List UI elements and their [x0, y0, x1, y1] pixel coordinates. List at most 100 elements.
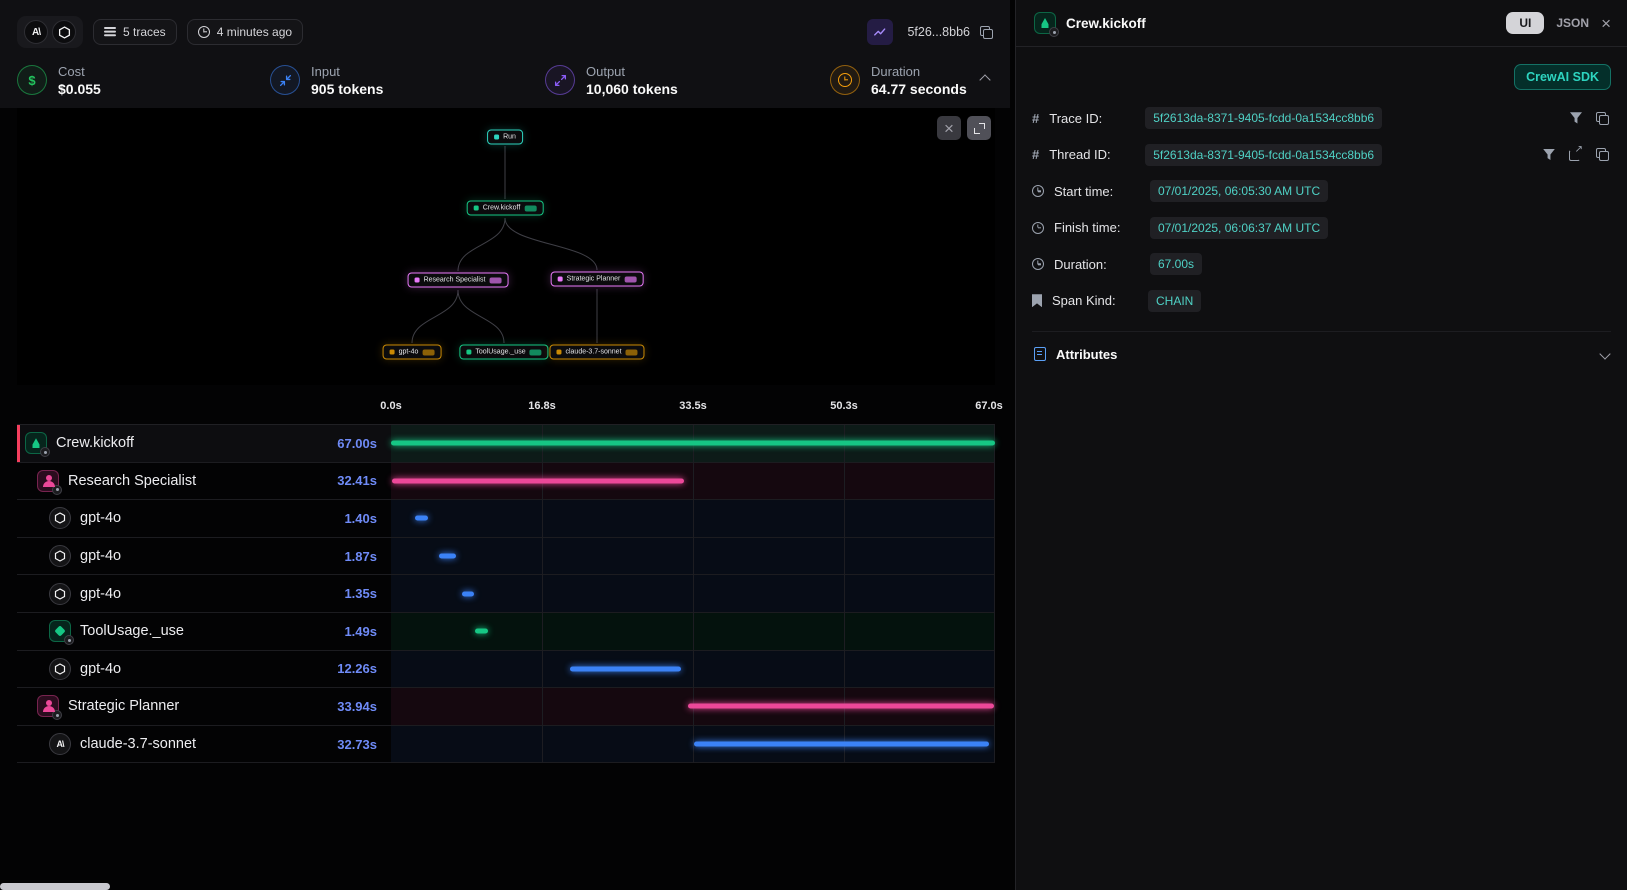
field-value: 07/01/2025, 06:06:37 AM UTC: [1150, 217, 1328, 239]
timeline-bar: [415, 516, 428, 521]
timeline-bar: [462, 591, 474, 596]
timeline-row-strategic-planner[interactable]: Strategic Planner 33.94s: [17, 688, 995, 726]
span-detail-sidebar: Crew.kickoff UI JSON × CrewAI SDK # Trac…: [1015, 0, 1627, 890]
graph-edges: [17, 108, 995, 385]
field-duration: Duration: 67.00s: [1032, 246, 1611, 283]
field-label: Start time:: [1054, 184, 1140, 199]
span-name: ToolUsage._use: [80, 623, 184, 639]
expand-graph-button[interactable]: [967, 116, 991, 140]
arrows-out-icon: [545, 65, 575, 95]
timeline-row-gpt-4o[interactable]: gpt-4o 12.26s: [17, 651, 995, 689]
hash-icon: #: [1032, 148, 1039, 161]
close-graph-button[interactable]: ×: [937, 116, 961, 140]
timeline-row-research-specialist[interactable]: Research Specialist 32.41s: [17, 463, 995, 501]
node-duration-chip: [489, 277, 501, 283]
field-label: Span Kind:: [1052, 293, 1138, 308]
field-value: CHAIN: [1148, 290, 1201, 312]
copy-icon[interactable]: [980, 26, 993, 39]
chevron-down-icon[interactable]: [1601, 345, 1609, 363]
node-status-dot: [390, 350, 395, 355]
anthropic-logo-icon: A\: [49, 733, 71, 755]
icon-sub-badge: [64, 635, 74, 645]
horizontal-scrollbar[interactable]: [0, 883, 110, 890]
time-ago-badge[interactable]: 4 minutes ago: [187, 19, 303, 45]
field-label: Finish time:: [1054, 220, 1140, 235]
stat-output: Output 10,060 tokens: [545, 64, 830, 97]
trace-graph-button[interactable]: [867, 19, 893, 45]
graph-node-crew-kickoff[interactable]: Crew.kickoff: [467, 201, 544, 216]
timeline-row-crew-kickoff[interactable]: Crew.kickoff 67.00s: [17, 425, 995, 463]
copy-icon[interactable]: [1596, 148, 1609, 161]
traces-count-badge[interactable]: 5 traces: [93, 19, 177, 45]
stat-label: Cost: [58, 64, 101, 79]
hash-icon: #: [1032, 112, 1039, 125]
timeline-row-label: A\ claude-3.7-sonnet 32.73s: [17, 726, 391, 763]
document-icon: [1034, 347, 1046, 361]
sidebar-header: Crew.kickoff UI JSON ×: [1016, 0, 1627, 46]
node-duration-chip: [624, 276, 636, 282]
span-duration: 32.41s: [337, 473, 391, 488]
filter-icon[interactable]: [1543, 149, 1555, 161]
node-label: Run: [503, 134, 516, 141]
stat-label: Duration: [871, 64, 967, 79]
timeline-bar: [688, 704, 994, 709]
graph-node-run[interactable]: Run: [487, 130, 523, 145]
openai-logo-icon: [52, 20, 76, 44]
node-status-dot: [466, 350, 471, 355]
field-thread-id: # Thread ID: 5f2613da-8371-9405-fcdd-0a1…: [1032, 137, 1611, 174]
trace-header: A\ 5 traces 4 minutes ago 5f26..: [17, 13, 993, 51]
graph-node-gpt-4o[interactable]: gpt-4o: [383, 345, 442, 360]
external-link-icon[interactable]: [1569, 148, 1582, 161]
timeline-row-label: Research Specialist 32.41s: [17, 463, 391, 500]
graph-node-strategic-planner[interactable]: Strategic Planner: [551, 272, 644, 287]
graph-node-research-specialist[interactable]: Research Specialist: [408, 273, 509, 288]
dollar-icon: $: [17, 65, 47, 95]
stat-duration: Duration 64.77 seconds: [830, 64, 967, 97]
tab-ui[interactable]: UI: [1506, 12, 1544, 34]
span-name: Strategic Planner: [68, 698, 179, 714]
timeline-row-claude[interactable]: A\ claude-3.7-sonnet 32.73s: [17, 726, 995, 764]
field-value: 67.00s: [1150, 253, 1202, 275]
node-status-dot: [415, 278, 420, 283]
grid-line: [693, 425, 694, 763]
attributes-section-toggle[interactable]: Attributes: [1032, 331, 1611, 376]
axis-tick: 16.8s: [528, 400, 556, 412]
sdk-badge: CrewAI SDK: [1514, 64, 1611, 90]
node-label: Crew.kickoff: [483, 205, 521, 212]
timeline-row-gpt-4o[interactable]: gpt-4o 1.40s: [17, 500, 995, 538]
divider: [1016, 46, 1627, 47]
copy-icon[interactable]: [1596, 112, 1609, 125]
field-span-kind: Span Kind: CHAIN: [1032, 283, 1611, 320]
timeline-row-toolusage[interactable]: ToolUsage._use 1.49s: [17, 613, 995, 651]
close-sidebar-icon[interactable]: ×: [1601, 15, 1611, 32]
node-status-dot: [556, 350, 561, 355]
icon-sub-badge: [40, 447, 50, 457]
grid-line: [542, 425, 543, 763]
node-label: Strategic Planner: [567, 276, 621, 283]
openai-logo-icon: [49, 545, 71, 567]
collapse-summary-button[interactable]: [977, 67, 993, 93]
node-duration-chip: [530, 349, 542, 355]
timeline-row-gpt-4o[interactable]: gpt-4o 1.87s: [17, 538, 995, 576]
axis-tick: 67.0s: [975, 400, 1003, 412]
filter-icon[interactable]: [1570, 112, 1582, 124]
openai-logo-icon: [49, 658, 71, 680]
stat-value: 905 tokens: [311, 81, 383, 97]
graph-node-claude[interactable]: claude-3.7-sonnet: [549, 345, 644, 360]
span-duration: 67.00s: [337, 436, 391, 451]
clock-icon: [1032, 185, 1044, 197]
grid-line: [994, 425, 995, 763]
span-name: gpt-4o: [80, 661, 121, 677]
timeline-row-gpt-4o[interactable]: gpt-4o 1.35s: [17, 575, 995, 613]
stat-input: Input 905 tokens: [270, 64, 545, 97]
tab-json[interactable]: JSON: [1556, 16, 1589, 30]
stat-label: Output: [586, 64, 678, 79]
timeline-bar: [439, 554, 456, 559]
field-label: Duration:: [1054, 257, 1140, 272]
axis-tick: 33.5s: [679, 400, 707, 412]
graph-node-toolusage[interactable]: ToolUsage._use: [459, 345, 548, 360]
stat-label: Input: [311, 64, 383, 79]
span-name: gpt-4o: [80, 586, 121, 602]
trace-graph: Run Crew.kickoff Research Specialist Str…: [17, 108, 995, 385]
field-finish-time: Finish time: 07/01/2025, 06:06:37 AM UTC: [1032, 210, 1611, 247]
